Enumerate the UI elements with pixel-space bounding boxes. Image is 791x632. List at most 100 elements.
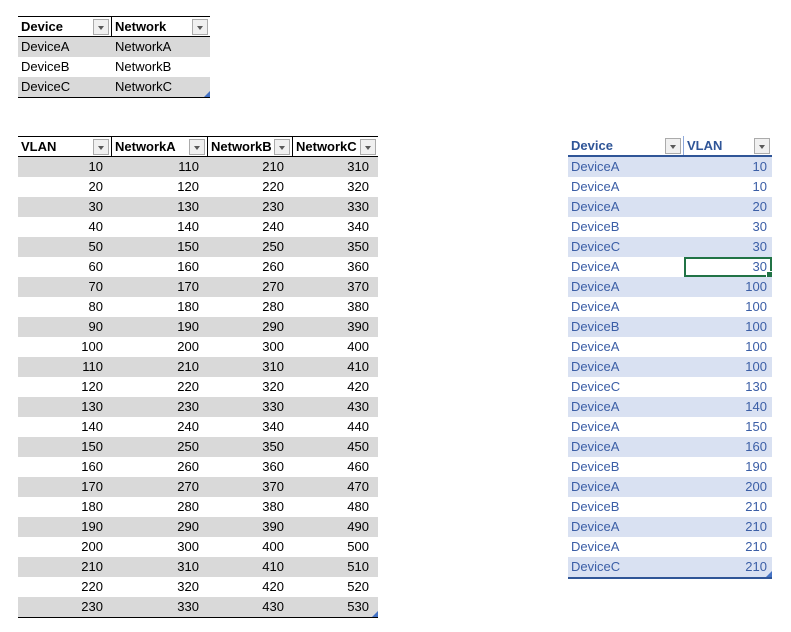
cell[interactable]: 200 [745,479,767,494]
cell[interactable]: 210 [745,519,767,534]
cell[interactable]: 190 [177,319,199,334]
filter-button[interactable] [360,138,376,155]
cell[interactable]: 170 [81,479,103,494]
cell[interactable]: 230 [262,199,284,214]
filter-button[interactable] [93,18,109,35]
cell[interactable]: 190 [81,519,103,534]
cell[interactable]: 110 [178,159,199,174]
cell[interactable]: 330 [177,599,199,614]
cell[interactable]: 390 [262,519,284,534]
cell[interactable]: NetworkC [115,79,173,94]
table-resize-handle[interactable] [204,91,210,97]
cell[interactable]: 240 [177,419,199,434]
cell[interactable]: 250 [262,239,284,254]
cell[interactable]: 370 [262,479,284,494]
cell[interactable]: 500 [347,539,369,554]
selected-cell[interactable]: 30 [684,257,772,277]
cell[interactable]: 10 [752,179,767,194]
filter-button[interactable] [192,18,208,35]
cell[interactable]: 210 [745,499,767,514]
cell[interactable]: 280 [262,299,284,314]
cell[interactable]: 20 [752,199,767,214]
cell[interactable]: 140 [745,399,767,414]
cell[interactable]: 450 [347,439,369,454]
cell[interactable]: 420 [347,379,369,394]
cell[interactable]: 460 [347,459,369,474]
cell[interactable]: 290 [262,319,284,334]
cell[interactable]: 130 [177,199,199,214]
cell[interactable]: 90 [88,319,103,334]
filter-button[interactable] [93,138,109,155]
cell[interactable]: 380 [262,499,284,514]
table-resize-handle[interactable] [372,611,378,617]
cell[interactable]: 80 [88,299,103,314]
cell[interactable]: 180 [177,299,199,314]
cell[interactable]: 310 [177,559,199,574]
cell[interactable]: 40 [88,219,103,234]
cell[interactable]: DeviceA [21,39,70,54]
cell[interactable]: 10 [752,159,767,174]
cell[interactable]: DeviceA [571,199,620,214]
cell[interactable]: 320 [347,179,369,194]
cell[interactable]: DeviceC [21,79,71,94]
cell[interactable]: 430 [262,599,284,614]
cell[interactable]: 400 [262,539,284,554]
cell[interactable]: DeviceA [571,339,620,354]
cell[interactable]: 370 [347,279,369,294]
cell[interactable]: 100 [745,319,767,334]
cell[interactable]: DeviceC [571,379,621,394]
cell[interactable]: NetworkA [115,39,172,54]
cell[interactable]: 280 [177,499,199,514]
cell[interactable]: 430 [347,399,369,414]
cell[interactable]: DeviceB [571,499,620,514]
cell[interactable]: 230 [177,399,199,414]
cell[interactable]: 490 [347,519,369,534]
cell[interactable]: 200 [81,539,103,554]
cell[interactable]: 70 [88,279,103,294]
cell[interactable]: 220 [262,179,284,194]
cell[interactable]: 340 [262,419,284,434]
cell[interactable]: 150 [177,239,199,254]
cell[interactable]: DeviceC [571,559,621,574]
cell[interactable]: DeviceA [571,279,620,294]
cell[interactable]: 210 [177,359,199,374]
cell[interactable]: 60 [88,259,103,274]
cell[interactable]: DeviceA [571,399,620,414]
cell[interactable]: 530 [347,599,369,614]
cell[interactable]: DeviceA [571,359,620,374]
cell[interactable]: NetworkB [115,59,172,74]
cell[interactable]: 170 [177,279,199,294]
cell[interactable]: 30 [88,199,103,214]
cell[interactable]: 30 [752,239,767,254]
table-resize-handle[interactable] [766,571,772,577]
cell[interactable]: 350 [262,439,284,454]
cell[interactable]: DeviceC [571,239,621,254]
cell[interactable]: 510 [347,559,369,574]
cell[interactable]: 320 [262,379,284,394]
cell[interactable]: 440 [347,419,369,434]
cell[interactable]: 20 [88,179,103,194]
cell[interactable]: 340 [347,219,369,234]
cell[interactable]: 360 [262,459,284,474]
filter-button[interactable] [189,138,205,155]
cell[interactable]: 220 [177,379,199,394]
cell[interactable]: 270 [177,479,199,494]
cell[interactable]: 330 [262,399,284,414]
cell[interactable]: 300 [262,339,284,354]
cell[interactable]: 290 [177,519,199,534]
cell[interactable]: DeviceB [21,59,70,74]
cell[interactable]: 150 [81,439,103,454]
cell[interactable]: 210 [262,159,284,174]
cell[interactable]: 140 [81,419,103,434]
cell[interactable]: 240 [262,219,284,234]
cell[interactable]: 100 [745,279,767,294]
cell[interactable]: 390 [347,319,369,334]
cell[interactable]: 320 [177,579,199,594]
cell[interactable]: 130 [745,379,767,394]
cell[interactable]: DeviceA [571,519,620,534]
cell[interactable]: DeviceA [571,259,620,274]
cell[interactable]: 120 [177,179,199,194]
cell[interactable]: DeviceA [571,159,620,174]
cell[interactable]: DeviceA [571,479,620,494]
cell[interactable]: 470 [347,479,369,494]
